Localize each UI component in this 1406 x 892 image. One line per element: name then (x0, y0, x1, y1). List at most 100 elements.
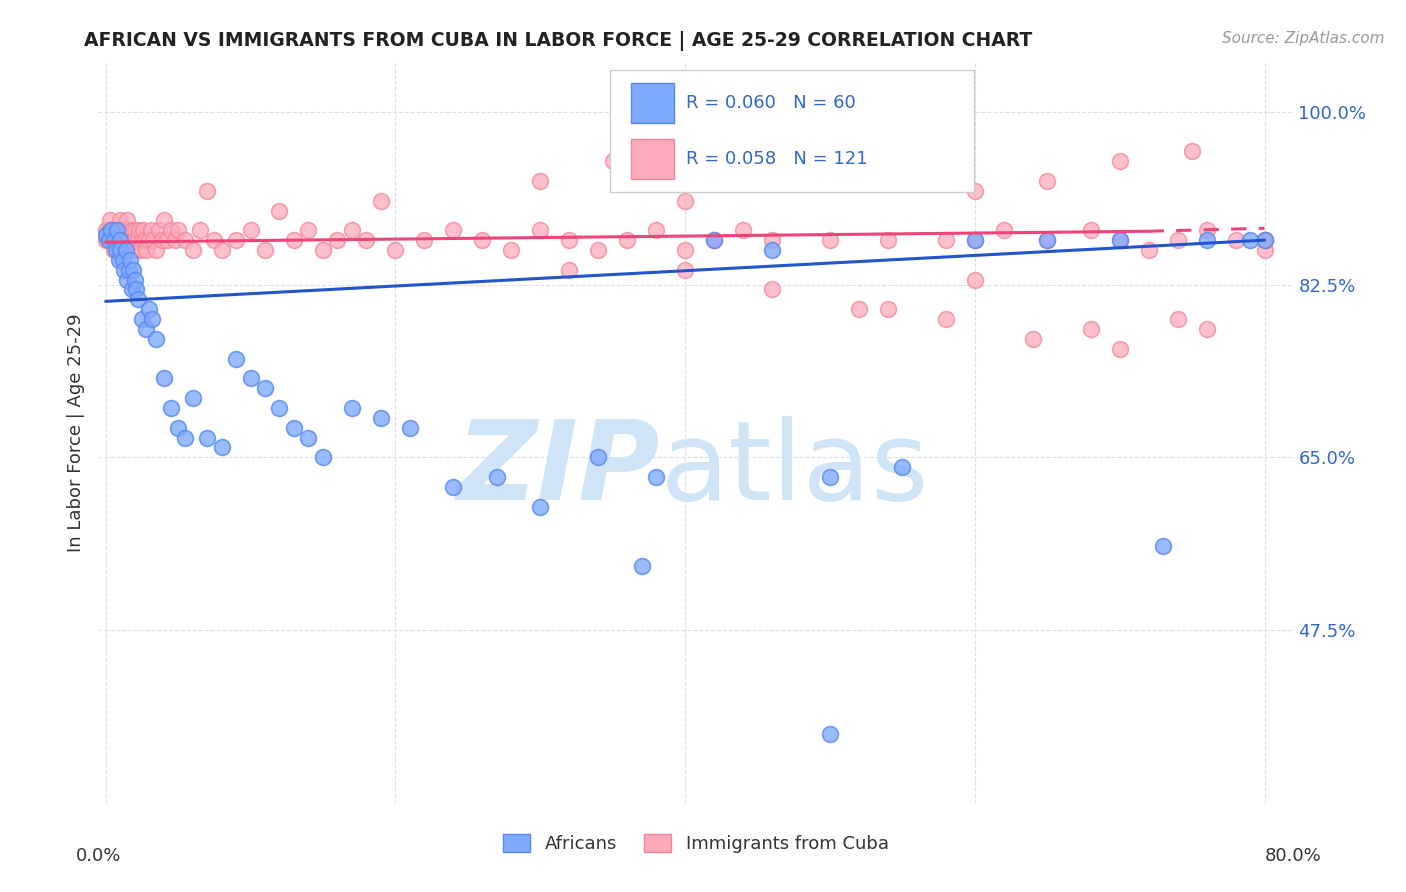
Point (114, 223, 136, 237)
Point (1108, 342, 1130, 356)
Point (108, 233, 131, 247)
Point (1108, 233, 1130, 247)
Point (150, 233, 173, 247)
Point (747, 145, 769, 159)
Point (108, 213, 131, 227)
Point (115, 243, 138, 257)
Point (139, 223, 162, 237)
Point (485, 470, 508, 484)
Point (1036, 233, 1059, 247)
Point (118, 262, 141, 277)
Point (94, 223, 117, 237)
Point (225, 233, 247, 247)
Point (370, 410, 392, 425)
Point (110, 243, 132, 257)
Point (117, 223, 139, 237)
Point (98, 233, 121, 247)
Point (529, 500, 551, 514)
Point (253, 381, 276, 395)
Point (1253, 243, 1275, 257)
Point (1036, 174, 1059, 188)
Point (152, 213, 174, 227)
Point (100, 223, 122, 237)
Point (818, 727, 841, 741)
Point (558, 233, 581, 247)
Point (135, 243, 157, 257)
Point (188, 223, 211, 237)
Text: ZIP: ZIP (457, 417, 661, 523)
Point (103, 233, 125, 247)
Point (818, 233, 841, 247)
Point (340, 223, 363, 237)
Point (174, 233, 197, 247)
Point (108, 243, 131, 257)
Point (963, 233, 986, 247)
Point (120, 233, 142, 247)
Point (148, 223, 170, 237)
Point (384, 243, 406, 257)
Point (112, 252, 135, 267)
Point (131, 233, 153, 247)
Point (211, 441, 233, 455)
Point (108, 223, 131, 237)
Point (181, 391, 204, 405)
Point (558, 262, 581, 277)
Point (818, 174, 841, 188)
Point (993, 223, 1015, 237)
Point (312, 243, 335, 257)
Point (616, 233, 638, 247)
Point (117, 213, 139, 227)
Point (195, 184, 218, 198)
Legend: Africans, Immigrants from Cuba: Africans, Immigrants from Cuba (496, 827, 896, 861)
Point (877, 302, 900, 317)
Point (935, 233, 957, 247)
Point (312, 450, 335, 465)
Point (142, 233, 165, 247)
Point (963, 184, 986, 198)
Point (1195, 223, 1218, 237)
Point (818, 470, 841, 484)
Point (501, 243, 523, 257)
Point (963, 233, 986, 247)
Point (122, 262, 145, 277)
Point (160, 223, 183, 237)
Point (1253, 233, 1275, 247)
Point (101, 233, 124, 247)
Point (94, 233, 117, 247)
Point (100, 223, 122, 237)
Point (174, 431, 197, 445)
Point (761, 283, 783, 297)
Point (529, 223, 551, 237)
Point (120, 243, 142, 257)
Point (132, 223, 155, 237)
Point (283, 420, 305, 434)
Point (94, 228, 117, 243)
Point (602, 154, 624, 169)
Point (165, 233, 187, 247)
Point (127, 233, 149, 247)
Point (963, 272, 986, 286)
Point (645, 470, 668, 484)
Point (141, 312, 163, 326)
FancyBboxPatch shape (631, 83, 675, 123)
Point (104, 223, 127, 237)
Point (211, 243, 233, 257)
Point (225, 351, 247, 366)
Point (399, 420, 422, 434)
Point (135, 322, 157, 336)
Point (253, 243, 276, 257)
Point (1253, 233, 1275, 247)
Point (124, 223, 146, 237)
Point (413, 233, 436, 247)
Point (127, 293, 149, 307)
Point (195, 431, 218, 445)
Point (125, 283, 148, 297)
Point (117, 272, 139, 286)
Point (586, 243, 609, 257)
Text: 80.0%: 80.0% (1265, 847, 1322, 865)
Point (1137, 243, 1160, 257)
Point (471, 233, 494, 247)
Point (107, 252, 129, 267)
Point (155, 233, 177, 247)
Point (441, 223, 464, 237)
